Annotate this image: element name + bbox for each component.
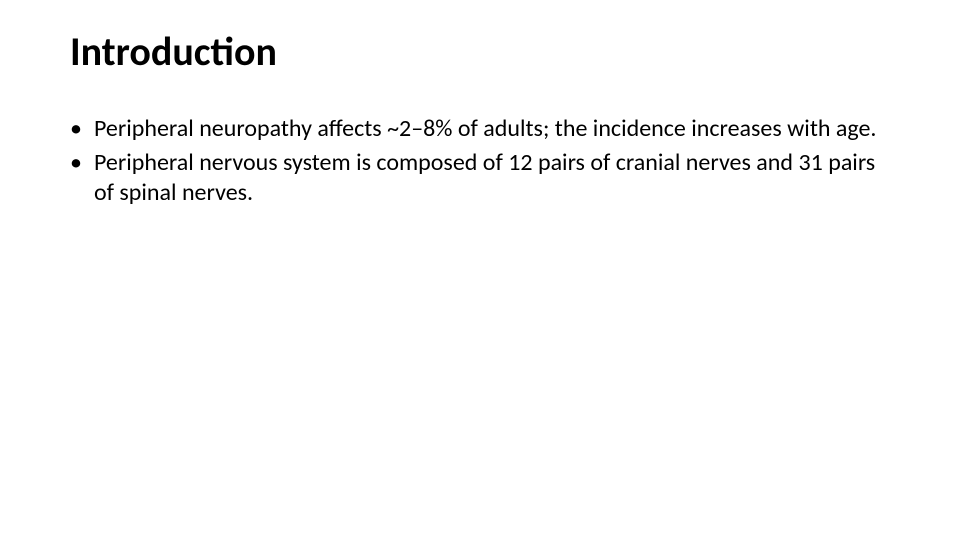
slide: Introduction Peripheral neuropathy affec… — [0, 0, 960, 540]
slide-body: Peripheral neuropathy affects ~2–8% of a… — [70, 114, 890, 208]
bullet-item: Peripheral neuropathy affects ~2–8% of a… — [70, 114, 890, 144]
slide-title: Introduction — [70, 30, 890, 74]
bullet-item: Peripheral nervous system is composed of… — [70, 148, 890, 208]
